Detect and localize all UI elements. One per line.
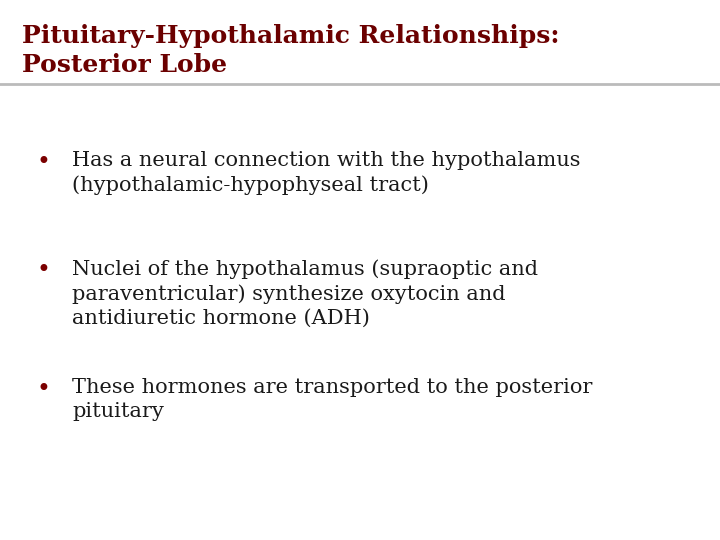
Text: Has a neural connection with the hypothalamus
(hypothalamic-hypophyseal tract): Has a neural connection with the hypotha… xyxy=(72,151,580,195)
Text: Pituitary-Hypothalamic Relationships:
Posterior Lobe: Pituitary-Hypothalamic Relationships: Po… xyxy=(22,24,559,77)
Text: •: • xyxy=(36,378,50,401)
Text: Nuclei of the hypothalamus (supraoptic and
paraventricular) synthesize oxytocin : Nuclei of the hypothalamus (supraoptic a… xyxy=(72,259,538,328)
Text: These hormones are transported to the posterior
pituitary: These hormones are transported to the po… xyxy=(72,378,593,421)
Text: •: • xyxy=(36,259,50,282)
Text: •: • xyxy=(36,151,50,174)
